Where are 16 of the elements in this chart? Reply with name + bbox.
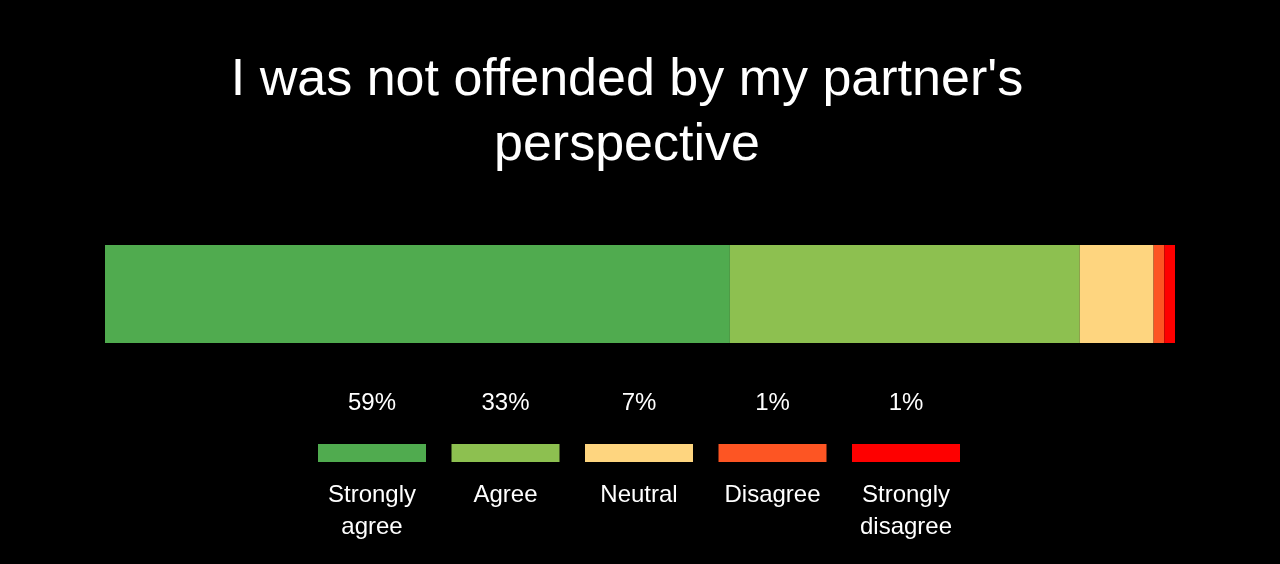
bar	[729, 245, 1080, 343]
legend-label: Disagree	[724, 480, 821, 507]
text: 1%	[755, 388, 790, 415]
legend-label: Strongly disagree	[859, 480, 953, 539]
text: 33%	[481, 388, 530, 415]
bar	[1164, 245, 1175, 343]
legend-label: Strongly agree	[327, 480, 417, 539]
legend-label: Neutral	[600, 480, 678, 507]
bar	[1079, 245, 1154, 343]
bar	[1153, 245, 1165, 343]
text: 7%	[621, 388, 657, 415]
bar	[105, 245, 730, 343]
text: 59%	[347, 388, 397, 415]
chart-title: I was not offended by my partner's perspective	[230, 48, 1024, 171]
legend-label: Agree	[473, 480, 538, 507]
text: 1%	[888, 388, 924, 415]
